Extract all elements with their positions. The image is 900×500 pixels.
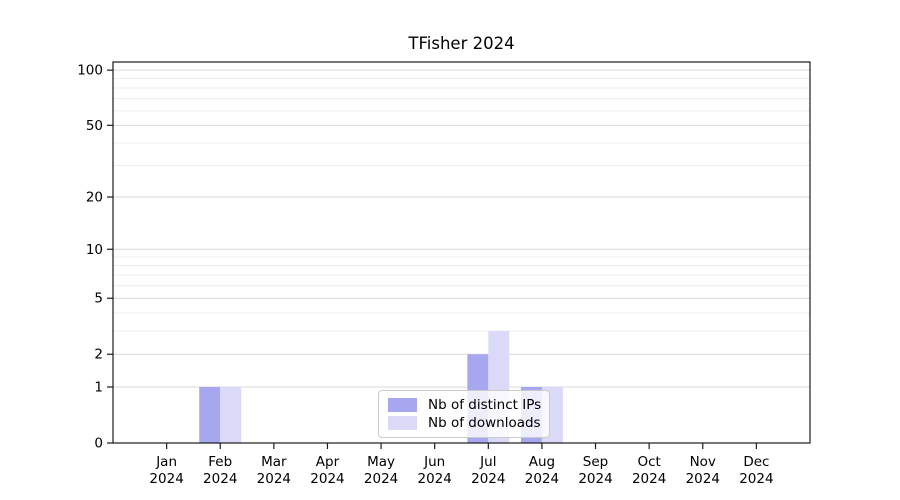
x-tick-label-year: 2024 — [525, 471, 559, 487]
chart-title: TFisher 2024 — [408, 34, 515, 53]
y-tick-label: 100 — [77, 63, 103, 79]
y-tick-label: 1 — [94, 379, 103, 395]
x-axis: Jan2024Feb2024Mar2024Apr2024May2024Jun20… — [149, 443, 774, 487]
x-tick-label-year: 2024 — [364, 471, 398, 487]
legend-item-downloads: Nb of downloads — [388, 415, 541, 431]
x-tick-label-year: 2024 — [257, 471, 291, 487]
legend-item-distinct-ips: Nb of distinct IPs — [388, 397, 541, 413]
x-tick-label-month: Feb — [208, 454, 232, 470]
y-tick-label: 0 — [94, 436, 103, 452]
y-tick-label: 2 — [94, 347, 103, 363]
legend-swatch-downloads — [388, 416, 417, 431]
y-tick-label: 50 — [86, 118, 103, 134]
x-tick-label-year: 2024 — [310, 471, 344, 487]
x-tick-label-month: Oct — [637, 454, 660, 470]
x-tick-label-month: May — [367, 454, 395, 470]
x-tick-label-year: 2024 — [203, 471, 237, 487]
x-tick-label-year: 2024 — [739, 471, 773, 487]
x-tick-label-month: Jan — [155, 454, 177, 470]
bar — [199, 386, 221, 443]
legend: Nb of distinct IPs Nb of downloads — [378, 390, 550, 438]
y-tick-label: 20 — [86, 190, 103, 206]
y-tick-label: 5 — [94, 291, 103, 307]
x-tick-label-year: 2024 — [686, 471, 720, 487]
x-tick-label-year: 2024 — [578, 471, 612, 487]
plot-frame — [112, 61, 811, 444]
x-tick-label-month: Mar — [261, 454, 287, 470]
x-tick-label-month: Jun — [423, 454, 445, 470]
x-tick-label-month: Aug — [529, 454, 555, 470]
x-tick-label-year: 2024 — [418, 471, 452, 487]
x-tick-label-month: Dec — [743, 454, 769, 470]
x-tick-label-year: 2024 — [471, 471, 505, 487]
x-tick-label-year: 2024 — [149, 471, 183, 487]
x-tick-label-month: Sep — [583, 454, 608, 470]
legend-swatch-distinct-ips — [388, 397, 417, 412]
legend-label-distinct-ips: Nb of distinct IPs — [428, 396, 542, 413]
x-tick-label-year: 2024 — [632, 471, 666, 487]
x-tick-label-month: Nov — [690, 454, 716, 470]
y-axis: 0 1 2 5 10 20 50 100 — [77, 63, 113, 452]
bar — [220, 386, 242, 443]
y-tick-label: 10 — [86, 242, 103, 258]
x-tick-label-month: Jul — [479, 454, 496, 470]
x-tick-label-month: Apr — [316, 454, 340, 470]
legend-label-downloads: Nb of downloads — [428, 415, 541, 432]
gridlines-major — [113, 69, 810, 388]
gridlines-minor — [113, 78, 810, 332]
